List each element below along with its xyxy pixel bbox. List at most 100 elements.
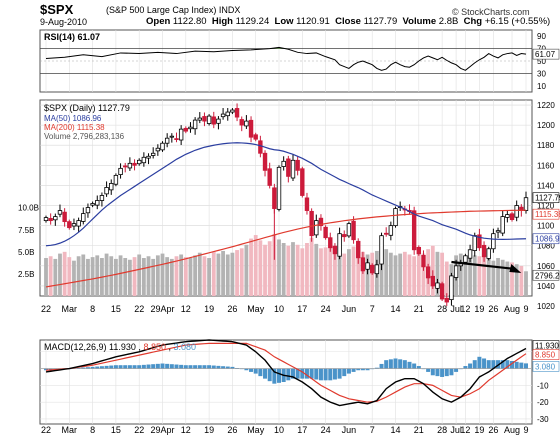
date-tick-label: 19 [474,425,484,435]
candle-up [216,118,221,124]
candle-up [160,142,165,151]
macd-histogram-bar [332,368,337,380]
candle-up [495,230,501,233]
macd-histogram-bar [351,368,356,372]
rsi-tick-label: 90 [537,32,546,41]
candle-down [295,159,300,171]
date-tick-label: 21 [414,425,424,435]
candle-down [444,297,449,303]
macd-histogram-bar [104,365,109,369]
candle-down [202,116,207,122]
volume-bar [118,255,123,296]
macd-histogram-bar [360,368,365,371]
volume-bar [365,254,370,296]
date-tick-label: Aug [504,304,520,314]
macd-histogram-bar [141,364,146,369]
date-tick-label: 28 [437,425,447,435]
date-tick-label: Mar [62,425,78,435]
volume-bar [505,261,510,296]
date-tick-label: 17 [297,304,307,314]
volume-bar [188,258,193,296]
volume-bar [347,249,351,296]
macd-histogram-bar [482,358,487,369]
volume-bar [514,264,519,296]
macd-histogram-bar [346,368,351,374]
candle-up [337,233,342,257]
macd-histogram-bar [463,366,468,369]
macd-histogram-bar [44,368,48,371]
volume-bar [90,257,95,296]
candle-up [155,147,161,152]
volume-bar [53,258,58,296]
date-tick-label: 8 [90,304,95,314]
macd-histogram-bar [151,364,156,369]
candle-up [220,113,226,118]
candle-down [328,237,333,249]
macd-histogram-bar [216,365,221,369]
macd-histogram-bar [277,368,282,383]
macd-histogram-bar [155,363,160,369]
macd-histogram-bar [384,360,389,369]
macd-histogram-bar [202,365,207,369]
volume-bar [277,239,281,296]
candle-up [81,213,86,222]
date-tick-label: 12 [181,304,191,314]
volume-bar [174,256,179,296]
candle-up [164,137,170,144]
candle-up [463,255,468,263]
candle-up [146,155,151,159]
candle-down [332,245,338,255]
macd-histogram-bar [76,367,81,369]
macd-histogram-bar [193,365,198,369]
macd-histogram-bar [491,360,496,369]
date-tick-label: 22 [134,304,144,314]
candle-down [300,168,305,196]
volume-bar [291,242,295,296]
volume-bar [225,254,230,296]
volume-bar [472,255,477,296]
candle-up [104,187,109,195]
date-tick-label: 12 [460,304,470,314]
macd-histogram-bar [309,368,314,379]
volume-bar [356,250,361,296]
macd-histogram-bar [207,365,212,369]
candle-up [137,159,142,165]
macd-histogram-bar [449,368,454,376]
macd-histogram-bar [258,368,263,377]
candle-up [290,159,296,179]
macd-histogram-bar [300,368,305,379]
volume-legend: Volume 2,796,283,136 [44,132,125,141]
candle-up [150,152,156,156]
candle-down [481,244,487,258]
candle-up [57,210,63,215]
date-tick-label: 19 [474,304,484,314]
candle-up [435,282,440,289]
candle-down [253,134,258,140]
price-last-value: 1127.79 [535,194,560,203]
candle-down [425,266,431,279]
macd-histogram-bar [132,365,137,369]
candle-down [421,254,426,268]
candle-up [118,167,123,175]
candle-up [197,117,202,121]
candle-down [370,264,375,274]
macd-histogram-bar [85,367,90,369]
volume-bar [412,256,417,296]
volume-bar [193,255,198,296]
date-tick-label: 26 [488,425,498,435]
volume-last-value-box [532,269,560,281]
volume-bar [230,252,235,296]
candle-down [48,218,53,222]
macd-histogram-bar [249,368,254,372]
volume-bar [402,251,407,296]
price-tick-label: 1180 [537,141,555,150]
macd-signal-line [45,342,527,403]
macd-tick-label: -30 [537,415,549,424]
volume-bar [510,262,514,296]
candle-up [491,233,496,250]
volume-bar [160,253,165,296]
macd-histogram-bar [407,361,412,369]
candle-down [286,158,291,177]
price-last-value: 1115.38 [535,210,560,219]
macd-histogram-bar [211,365,216,369]
